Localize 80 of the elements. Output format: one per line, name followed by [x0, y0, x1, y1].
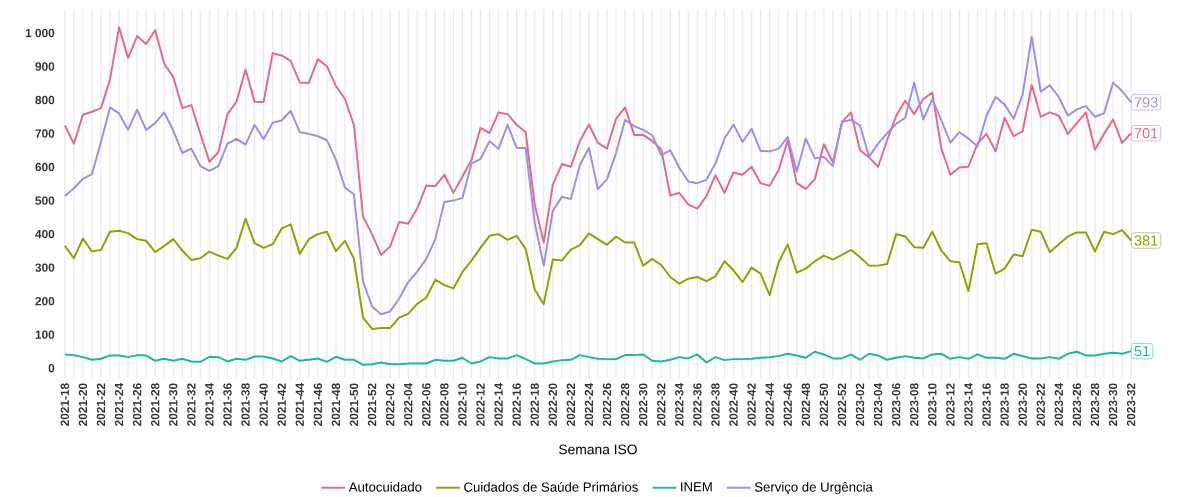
y-tick-label: 500 [35, 196, 55, 205]
x-tick-label: 2023-02 [855, 383, 865, 427]
x-tick-label: 2022-44 [765, 383, 774, 427]
x-tick-label: 2022-46 [783, 383, 792, 427]
x-tick-label: 2023-12 [946, 383, 955, 427]
legend-label: Serviço de Urgência [754, 482, 873, 495]
x-tick-label: 2021-28 [150, 383, 160, 427]
x-tick-label: 2022-14 [494, 383, 503, 427]
x-tick-label: 2022-28 [620, 383, 630, 427]
y-tick-label: 800 [35, 95, 55, 105]
x-tick-label: 2022-26 [602, 383, 612, 427]
x-tick-label: 2022-02 [385, 383, 395, 427]
x-tick-label: 2023-04 [873, 383, 883, 427]
y-tick-label: 400 [35, 230, 55, 239]
x-tick-label: 2023-28 [1090, 383, 1100, 427]
x-tick-label: 2022-36 [693, 383, 702, 427]
x-tick-label: 2022-38 [711, 383, 720, 427]
x-tick-label: 2023-20 [1018, 383, 1027, 427]
data-label: 793 [1134, 97, 1158, 108]
x-tick-label: 2021-20 [78, 383, 88, 427]
x-tick-label: 2022-22 [566, 383, 576, 427]
legend-label: Cuidados de Saúde Primários [464, 482, 638, 492]
x-tick-label: 2021-38 [241, 383, 250, 427]
x-tick-label: 2023-18 [1000, 383, 1009, 427]
x-tick-label: 2021-42 [277, 383, 286, 427]
x-tick-label: 2022-32 [657, 383, 666, 427]
x-tick-label: 2021-30 [169, 383, 178, 427]
x-tick-label: 2022-20 [548, 383, 557, 427]
x-tick-label: 2021-48 [331, 383, 341, 427]
x-tick-label: 2021-32 [187, 383, 196, 427]
data-label: 51 [1134, 346, 1150, 357]
x-tick-label: 2023-06 [891, 383, 901, 427]
x-tick-label: 2023-32 [1126, 383, 1136, 427]
x-axis-title: Semana ISO [559, 444, 637, 455]
x-tick-label: 2023-24 [1054, 383, 1064, 427]
x-tick-label: 2022-34 [675, 383, 684, 427]
x-tick-label: 2022-10 [458, 383, 467, 427]
x-tick-label: 2021-52 [367, 383, 377, 427]
x-tick-label: 2021-46 [313, 383, 323, 427]
legend-label: INEM [681, 482, 712, 492]
x-tick-label: 2022-06 [422, 383, 431, 427]
x-tick-label: 2023-10 [928, 383, 937, 427]
x-tick-label: 2023-08 [910, 383, 919, 427]
data-label: 701 [1134, 128, 1158, 139]
x-tick-label: 2021-44 [295, 383, 304, 427]
x-tick-label: 2021-26 [132, 383, 142, 427]
x-tick-label: 2022-52 [837, 383, 847, 427]
x-tick-label: 2021-24 [114, 383, 124, 427]
x-tick-label: 2022-18 [530, 383, 539, 427]
legend-label: Autocuidado [348, 482, 422, 492]
x-tick-label: 2022-04 [404, 383, 413, 427]
x-tick-label: 2021-50 [349, 383, 359, 427]
x-tick-label: 2022-16 [512, 383, 521, 427]
y-tick-label: 900 [35, 62, 55, 71]
x-tick-label: 2022-24 [584, 383, 594, 427]
y-tick-label: 200 [35, 297, 55, 306]
x-tick-label: 2021-34 [205, 383, 214, 427]
x-tick-label: 2023-30 [1108, 383, 1118, 427]
x-tick-label: 2022-48 [801, 383, 811, 427]
x-tick-label: 2022-40 [729, 383, 738, 427]
x-tick-label: 2022-12 [476, 383, 485, 427]
x-tick-label: 2021-22 [96, 383, 106, 427]
x-tick-label: 2023-14 [964, 383, 973, 427]
x-tick-label: 2022-08 [440, 383, 449, 427]
x-tick-label: 2021-18 [60, 383, 70, 427]
x-tick-label: 2022-30 [638, 383, 648, 427]
x-tick-label: 2023-22 [1036, 383, 1045, 427]
x-tick-label: 2022-42 [747, 383, 756, 427]
x-tick-label: 2021-40 [259, 383, 268, 427]
x-tick-label: 2022-50 [819, 383, 829, 427]
y-tick-label: 600 [35, 163, 55, 172]
data-label: 381 [1134, 235, 1158, 246]
y-tick-label: 100 [35, 330, 55, 339]
x-tick-label: 2023-16 [982, 383, 991, 427]
y-tick-label: 0 [48, 364, 55, 373]
y-tick-label: 1 000 [25, 28, 55, 38]
y-tick-label: 700 [35, 129, 55, 138]
x-tick-label: 2021-36 [223, 383, 232, 427]
y-tick-label: 300 [35, 263, 55, 272]
x-tick-label: 2023-26 [1072, 383, 1082, 427]
